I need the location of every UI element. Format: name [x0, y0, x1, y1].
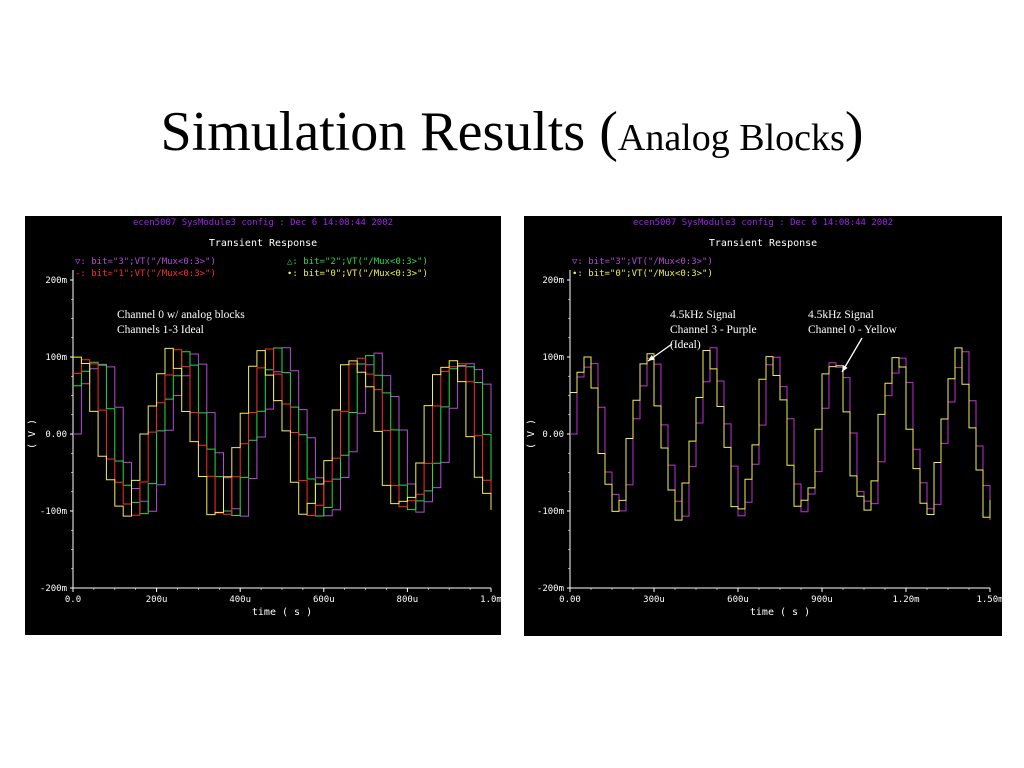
annotation-arrow — [841, 337, 863, 373]
x-tick-label: 800u — [397, 595, 419, 605]
annotation-arrowhead — [648, 355, 655, 361]
slide-title: Simulation Results (Analog Blocks) — [0, 100, 1024, 164]
y-axis-label: ( V ) — [526, 419, 537, 449]
legend-entry: ▽: bit="3";VT("/Mux<0:3>") — [572, 257, 713, 267]
y-axis-label: ( V ) — [27, 419, 38, 449]
title-close: ) — [844, 101, 864, 163]
legend-entry: ∙: bit="0";VT("/Mux<0:3>") — [287, 269, 428, 279]
y-tick-label: 100m — [542, 353, 564, 363]
x-tick-label: 1.50m — [976, 595, 1002, 605]
y-tick-label: 100m — [45, 353, 67, 363]
annotation-left: Channel 0 w/ analog blocks Channels 1-3 … — [117, 309, 245, 336]
annotation-right-2: 4.5kHz Signal Channel 0 - Yellow — [808, 309, 897, 336]
annotation-right-1: 4.5kHz Signal Channel 3 - Purple (Ideal) — [670, 309, 757, 351]
chart-title: Transient Response — [209, 238, 317, 249]
x-tick-label: 1.20m — [892, 595, 919, 605]
y-tick-label: -200m — [40, 584, 67, 594]
legend-entry: ∙: bit="0";VT("/Mux<0:3>") — [572, 269, 713, 279]
x-tick-label: 0.0 — [65, 595, 81, 605]
series-line — [73, 347, 492, 517]
plot-right: ecen5007 SysModule3 config : Dec 6 14:08… — [524, 216, 1002, 636]
x-tick-label: 600u — [313, 595, 335, 605]
x-axis-label: time ( s ) — [252, 607, 312, 618]
y-tick-label: 200m — [542, 276, 564, 286]
x-tick-label: 200u — [146, 595, 168, 605]
plot-left-svg: ecen5007 SysModule3 config : Dec 6 14:08… — [27, 218, 501, 618]
chart-title: Transient Response — [709, 238, 817, 249]
annotation-arrowhead — [842, 365, 848, 372]
x-tick-label: 300u — [643, 595, 665, 605]
series-line — [73, 347, 492, 517]
chart-header: ecen5007 SysModule3 config : Dec 6 14:08… — [133, 218, 393, 228]
x-tick-label: 400u — [229, 595, 251, 605]
y-tick-label: -200m — [537, 584, 564, 594]
legend-entry: △: bit="2";VT("/Mux<0:3>") — [287, 257, 428, 267]
title-main: Simulation Results ( — [160, 101, 618, 163]
y-tick-label: 200m — [45, 276, 67, 286]
chart-header: ecen5007 SysModule3 config : Dec 6 14:08… — [633, 218, 893, 228]
y-tick-label: 0.00 — [542, 430, 564, 440]
x-tick-label: 600u — [727, 595, 749, 605]
series-line — [570, 347, 991, 521]
x-tick-label: 1.0m — [480, 595, 501, 605]
y-tick-label: 0.00 — [45, 430, 67, 440]
x-tick-label: 900u — [811, 595, 833, 605]
legend-entry: -: bit="1";VT("/Mux<0:3>") — [75, 269, 216, 279]
x-tick-label: 0.00 — [559, 595, 581, 605]
y-tick-label: -100m — [537, 507, 564, 517]
plot-right-svg: ecen5007 SysModule3 config : Dec 6 14:08… — [526, 218, 1002, 618]
plot-left: ecen5007 SysModule3 config : Dec 6 14:08… — [25, 216, 501, 635]
title-sub: Analog Blocks — [617, 117, 845, 159]
y-tick-label: -100m — [40, 507, 67, 517]
x-axis-label: time ( s ) — [750, 607, 810, 618]
legend-entry: ▽: bit="3";VT("/Mux<0:3>") — [75, 257, 216, 267]
